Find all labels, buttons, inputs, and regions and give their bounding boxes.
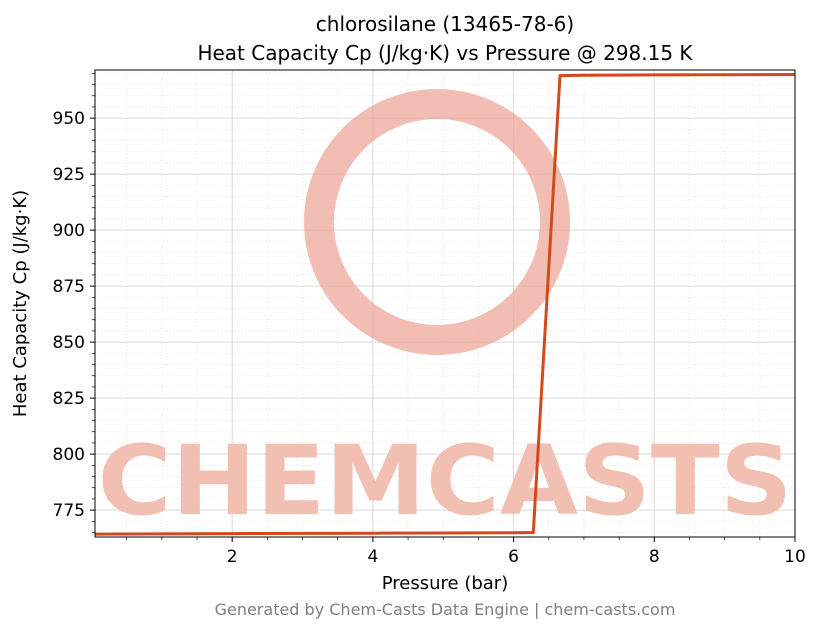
chart-title-line-2: Heat Capacity Cp (J/kg·K) vs Pressure @ … (197, 41, 693, 65)
cp-vs-pressure-line (95, 73, 795, 536)
watermark-text: CHEMCASTS (98, 425, 793, 537)
plot-border (94, 69, 796, 538)
x-axis-label: Pressure (bar) (382, 573, 508, 594)
watermark: CHEMCASTS (98, 89, 793, 537)
y-tick-label: 925 (53, 165, 85, 185)
y-tick-label: 950 (53, 109, 85, 129)
chart-title-line-1: chlorosilane (13465-78-6) (315, 12, 575, 36)
y-tick-label: 875 (53, 277, 85, 297)
x-tick-label: 8 (649, 547, 660, 567)
y-tick-label: 825 (53, 389, 85, 409)
y-tick-label: 775 (53, 501, 85, 521)
y-axis-label: Heat Capacity Cp (J/kg·K) (10, 190, 31, 417)
footer-credit: Generated by Chem-Casts Data Engine | ch… (214, 600, 676, 619)
chart-title: chlorosilane (13465-78-6) Heat Capacity … (95, 10, 795, 68)
y-tick-label: 900 (53, 221, 85, 241)
x-tick-label: 6 (508, 547, 519, 567)
x-tick-label: 4 (367, 547, 378, 567)
y-tick-label: 800 (53, 445, 85, 465)
watermark-ring-icon (304, 89, 570, 355)
x-tick-label: 10 (784, 547, 806, 567)
x-tick-label: 2 (227, 547, 238, 567)
y-tick-label: 850 (53, 333, 85, 353)
